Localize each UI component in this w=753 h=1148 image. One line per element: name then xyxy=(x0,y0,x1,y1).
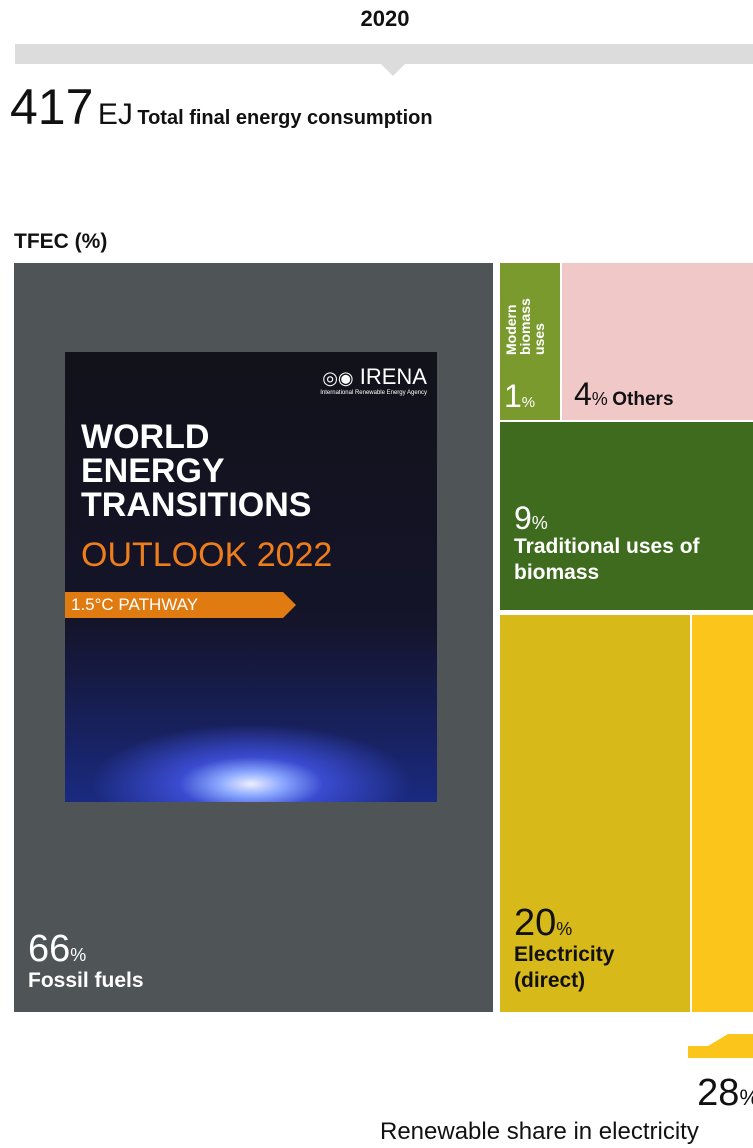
unit: % xyxy=(591,389,608,410)
label: Others xyxy=(612,389,674,411)
title-line: ENERGY xyxy=(81,452,225,490)
title-line: WORLD xyxy=(81,418,210,456)
agency: International Renewable Energy Agency xyxy=(320,390,427,396)
title-line: TRANSITIONS xyxy=(81,486,312,524)
tile-text: 4% Others xyxy=(574,378,674,412)
brand-text: IRENA xyxy=(359,364,427,389)
label: Electricity (direct) xyxy=(514,942,615,992)
unit: % xyxy=(739,1085,753,1110)
pathway-banner xyxy=(65,592,296,618)
share: 28% xyxy=(697,1072,753,1115)
value: 9 xyxy=(514,500,532,536)
tile-modern-biomass: Modern biomass uses 1% xyxy=(500,263,560,420)
unit: % xyxy=(70,944,87,965)
value: 4 xyxy=(574,376,592,413)
total-unit: EJ xyxy=(97,98,133,131)
share-value: 28 xyxy=(697,1072,740,1114)
cover-title: WORLD ENERGY TRANSITIONS xyxy=(81,420,311,522)
tile-traditional-biomass: 9% Traditional uses of biomass xyxy=(500,422,753,610)
tile-text: 9% Traditional uses of biomass xyxy=(514,502,704,587)
share-arrow xyxy=(688,1034,753,1058)
tile-electricity: 20% Electricity (direct) xyxy=(500,615,690,1012)
tile-text: 20% Electricity (direct) xyxy=(514,904,664,995)
share-label: Renewable share in electricity xyxy=(380,1118,699,1145)
label: Traditional uses of biomass xyxy=(514,535,700,585)
label: Fossil fuels xyxy=(28,968,144,992)
timeline-bar xyxy=(15,44,753,64)
tile-others: 4% Others xyxy=(562,263,753,420)
label: Modern biomass uses xyxy=(503,298,547,355)
tile-text: 66% Fossil fuels xyxy=(28,930,144,994)
year: 2020 xyxy=(360,6,410,31)
cover-subtitle: OUTLOOK 2022 xyxy=(81,536,333,574)
book-cover: ◎◉ IRENA International Renewable Energy … xyxy=(65,352,437,802)
value: 20 xyxy=(514,901,557,944)
section-label: TFEC (%) xyxy=(14,230,108,253)
pathway: 1.5°C PATHWAY xyxy=(71,595,199,614)
total-label: Total final energy consumption xyxy=(137,107,433,129)
brand: ◎◉ IRENA xyxy=(322,364,427,389)
total: 417 EJ Total final energy consumption xyxy=(10,78,433,136)
timeline-pointer xyxy=(380,63,406,76)
unit: % xyxy=(531,513,548,533)
total-value: 417 xyxy=(10,79,94,135)
unit: % xyxy=(556,918,573,939)
value: 1 xyxy=(504,378,522,414)
unit: % xyxy=(521,394,536,411)
value: 66 xyxy=(28,927,71,970)
tile-renewable-electricity xyxy=(692,615,753,1012)
